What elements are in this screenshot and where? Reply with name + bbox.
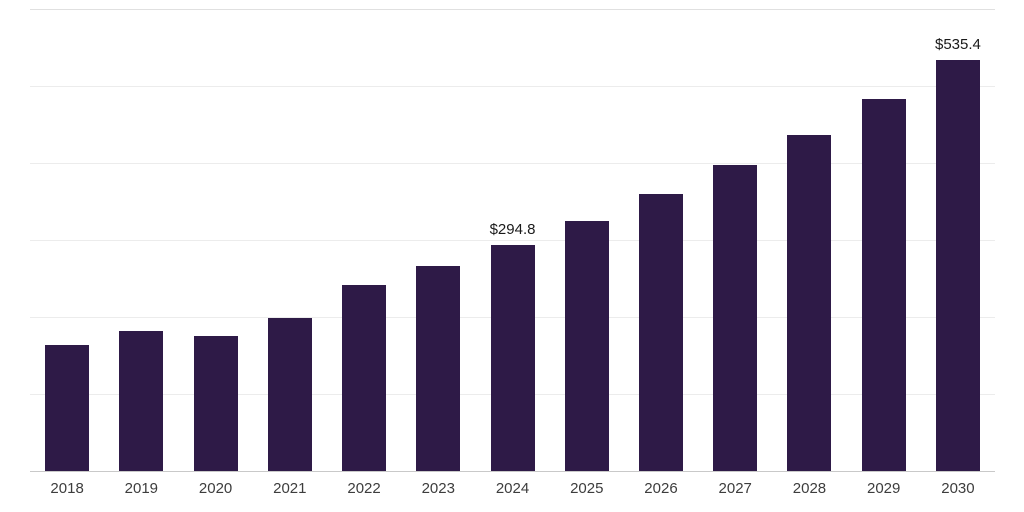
bar-slot-2030: $535.4 [921, 10, 995, 472]
bar-2019 [119, 331, 164, 472]
bar-2018 [45, 344, 90, 472]
bars-container: $294.8 $535.4 [30, 10, 995, 472]
x-tick-2020: 2020 [198, 480, 233, 497]
x-tick-2027: 2027 [718, 480, 752, 497]
plot-area: $294.8 $535.4 [30, 9, 995, 472]
bar-slot-2025 [550, 10, 624, 472]
bar-slot-2024: $294.8 [475, 10, 549, 472]
x-axis-line [30, 471, 995, 472]
bar-slot-2027 [698, 10, 772, 472]
bar-slot-2022 [327, 10, 401, 472]
x-tick-2024: 2024 [495, 480, 530, 497]
x-tick-2030: 2030 [941, 480, 975, 497]
gridline-400 [30, 163, 995, 165]
bar-2029 [861, 98, 906, 472]
x-tick-2019: 2019 [124, 480, 159, 497]
x-tick-2022: 2022 [347, 480, 381, 497]
bar-2022 [342, 284, 387, 472]
bar-2030: $535.4 [935, 36, 981, 472]
x-tick-2029: 2029 [867, 480, 901, 497]
bar-2028 [787, 134, 832, 472]
bar-slot-2023 [401, 10, 475, 472]
bar-2021 [267, 318, 312, 472]
bar-slot-2019 [104, 10, 178, 472]
bar-slot-2028 [772, 10, 846, 472]
gridline-300 [30, 240, 995, 241]
bar-2026 [638, 194, 683, 472]
x-tick-2025: 2025 [570, 480, 604, 497]
x-tick-2018: 2018 [50, 480, 84, 497]
x-tick-2026: 2026 [644, 480, 678, 497]
x-tick-2023: 2023 [421, 480, 455, 497]
bar-2027 [713, 164, 758, 472]
x-tick-2028: 2028 [792, 480, 827, 497]
bar-slot-2018 [30, 10, 104, 472]
bar-2025 [564, 220, 609, 472]
x-tick-2021: 2021 [273, 480, 307, 497]
bar-slot-2026 [624, 10, 698, 472]
data-label-2024: $294.8 [489, 221, 536, 239]
bar-2020 [193, 336, 238, 472]
gridline-500 [30, 86, 995, 87]
bar-slot-2029 [847, 10, 921, 472]
data-label-2030: $535.4 [934, 35, 981, 53]
gridline-600 [30, 9, 995, 10]
bar-slot-2020 [178, 10, 252, 472]
bar-2023 [416, 266, 461, 472]
x-axis-labels: 2018 2019 2020 2021 2022 2023 2024 2025 2026 2027… [30, 480, 995, 497]
bar-slot-2021 [253, 10, 327, 472]
bar-2024: $294.8 [490, 221, 535, 472]
